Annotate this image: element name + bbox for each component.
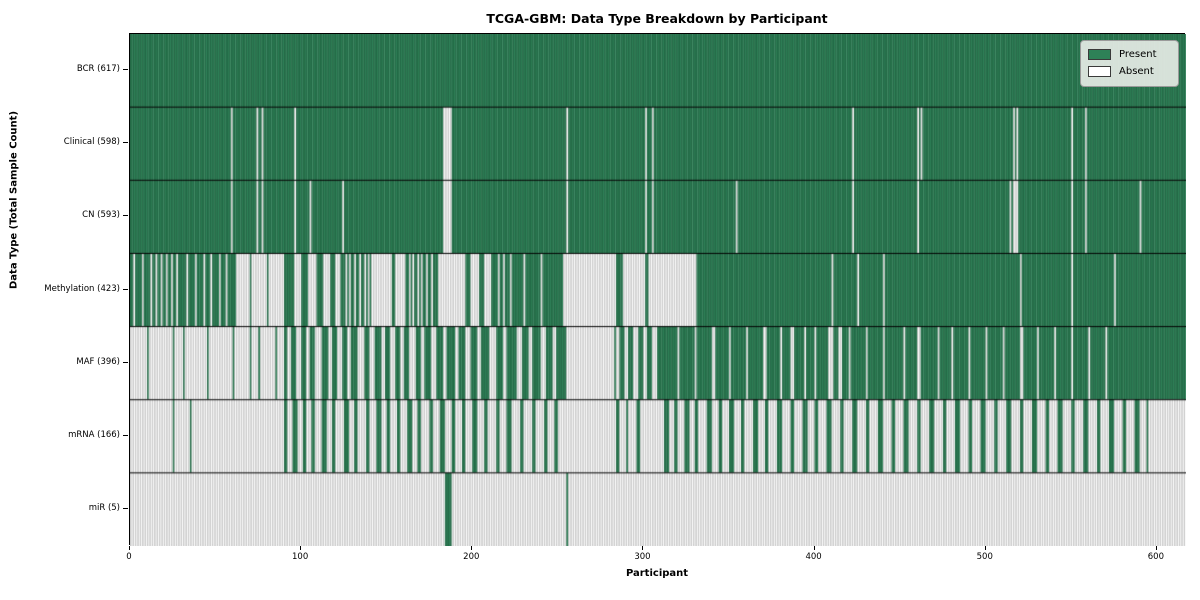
y-tick-mark: [123, 288, 128, 290]
y-row-label-mRNA: mRNA (166): [68, 429, 120, 440]
legend-label-present: Present: [1119, 49, 1157, 60]
legend: Present Absent: [1080, 40, 1179, 87]
y-row-label-miR: miR (5): [88, 502, 120, 513]
x-tick-label-400: 400: [805, 552, 822, 562]
y-tick-mark: [123, 361, 128, 363]
y-tick-mark: [123, 215, 128, 217]
x-tick-mark: [129, 546, 130, 550]
x-tick-label-200: 200: [463, 552, 480, 562]
y-tick-mark: [123, 69, 128, 71]
y-row-label-Methylation: Methylation (423): [44, 283, 120, 294]
x-tick-label-0: 0: [126, 552, 132, 562]
x-tick-mark: [984, 546, 986, 550]
legend-item-absent: Absent: [1088, 63, 1170, 80]
legend-label-absent: Absent: [1119, 66, 1154, 77]
y-tick-mark: [123, 142, 128, 144]
y-row-label-CN: CN (593): [82, 210, 120, 221]
plot-area: [129, 33, 1186, 546]
x-axis-label: Participant: [625, 568, 689, 579]
legend-item-present: Present: [1088, 46, 1170, 63]
y-tick-mark: [123, 507, 128, 509]
y-row-label-MAF: MAF (396): [76, 356, 120, 367]
x-tick-mark: [813, 546, 815, 550]
x-tick-label-600: 600: [1147, 552, 1164, 562]
chart-title: TCGA-GBM: Data Type Breakdown by Partici…: [486, 11, 828, 26]
x-tick-label-300: 300: [634, 552, 651, 562]
y-tick-mark: [123, 434, 128, 436]
x-tick-label-100: 100: [292, 552, 309, 562]
y-row-label-Clinical: Clinical (598): [63, 137, 120, 148]
x-tick-mark: [300, 546, 302, 550]
x-tick-mark: [642, 546, 644, 550]
x-tick-mark: [1155, 546, 1157, 550]
absent-swatch-icon: [1088, 66, 1111, 77]
heatmap-canvas: [130, 34, 1186, 546]
present-swatch-icon: [1088, 49, 1111, 60]
y-row-label-BCR: BCR (617): [76, 64, 120, 75]
x-tick-label-500: 500: [976, 552, 993, 562]
x-tick-mark: [471, 546, 473, 550]
